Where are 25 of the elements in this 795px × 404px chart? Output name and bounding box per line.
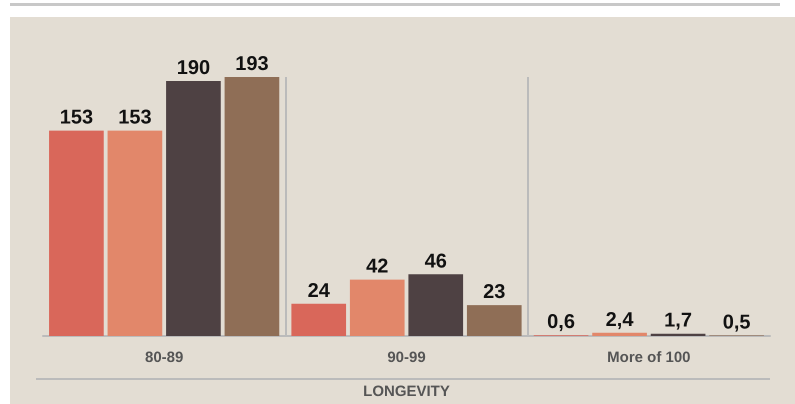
data-label: 193 bbox=[235, 53, 269, 75]
bar bbox=[350, 280, 405, 336]
data-label: 153 bbox=[118, 106, 152, 129]
bar bbox=[49, 130, 104, 336]
data-label: 1,7 bbox=[664, 310, 692, 332]
data-label: 153 bbox=[60, 106, 94, 129]
data-label: 2,4 bbox=[606, 308, 634, 331]
data-label: 42 bbox=[366, 256, 388, 278]
bar bbox=[224, 77, 280, 336]
x-axis-title: LONGEVITY bbox=[363, 383, 450, 400]
data-label: 24 bbox=[308, 280, 331, 302]
bar bbox=[592, 332, 647, 336]
data-label: 0,6 bbox=[547, 311, 575, 334]
bar bbox=[408, 274, 464, 336]
data-label: 23 bbox=[483, 281, 506, 304]
x-tick-label: 90-99 bbox=[387, 349, 426, 366]
x-tick-label: More of 100 bbox=[607, 349, 691, 366]
bar bbox=[291, 304, 346, 336]
data-label: 0,5 bbox=[722, 311, 751, 334]
x-tick-label: 80-89 bbox=[144, 349, 184, 366]
data-label: 46 bbox=[424, 250, 447, 272]
data-label: 190 bbox=[176, 57, 210, 80]
bar bbox=[466, 305, 522, 336]
bar bbox=[166, 81, 221, 336]
bar bbox=[108, 130, 162, 336]
